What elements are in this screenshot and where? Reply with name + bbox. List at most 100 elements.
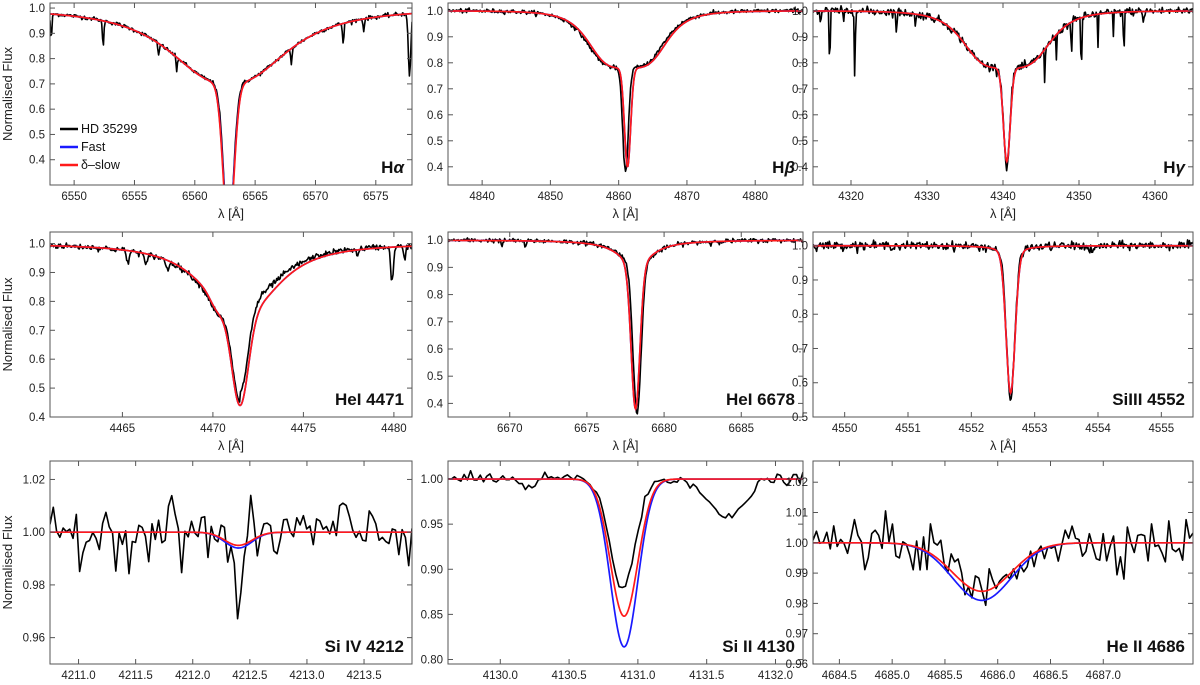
x-tick-label: 6550 bbox=[61, 191, 87, 203]
panel-label: Si II 4130 bbox=[722, 637, 795, 656]
y-tick-label: 0.4 bbox=[792, 162, 809, 174]
x-tick-label: 4840 bbox=[469, 191, 495, 203]
delta-slow-model-line bbox=[448, 239, 803, 411]
panel-frame bbox=[49, 460, 413, 665]
y-tick-label: 0.8 bbox=[792, 309, 808, 321]
y-tick-label: 0.5 bbox=[427, 371, 443, 383]
x-tick-label: 4340 bbox=[990, 191, 1016, 203]
x-tick-label: 4131.5 bbox=[689, 670, 724, 682]
x-tick-label: 4213.0 bbox=[289, 670, 324, 682]
x-axis-label: λ [Å] bbox=[990, 438, 1016, 453]
x-tick-label: 6685 bbox=[728, 423, 754, 435]
y-tick-label: 0.8 bbox=[29, 296, 45, 308]
y-tick-label: 1.0 bbox=[792, 241, 808, 253]
panel-label: Hβ bbox=[772, 158, 795, 177]
panel-frame bbox=[812, 460, 1194, 665]
x-tick-label: 6560 bbox=[182, 191, 208, 203]
x-tick-label: 4130.5 bbox=[551, 670, 586, 682]
y-tick-label: 0.7 bbox=[29, 79, 45, 91]
y-tick-label: 0.6 bbox=[792, 110, 808, 122]
observed-spectrum-line bbox=[50, 242, 412, 403]
x-tick-label: 4480 bbox=[381, 423, 407, 435]
delta-slow-model-line bbox=[50, 12, 412, 185]
x-tick-label: 4686.0 bbox=[980, 670, 1015, 682]
panel-label-greek: γ bbox=[1176, 158, 1187, 177]
legend: HD 35299 Fast δ–slow bbox=[60, 122, 137, 172]
panel-label-main: H bbox=[772, 158, 784, 177]
y-tick-label: 0.7 bbox=[427, 84, 443, 96]
panel-9: 4684.5 4685.0 4685.5 4686.0 4686.5 4687.0 0.96… bbox=[786, 460, 1194, 682]
delta-slow-model-line bbox=[813, 244, 1193, 396]
panel-2: 4840 4850 4860 4870 4880 0.4 0.5 0.6 0.7 0.8 0.9 1.… bbox=[427, 2, 804, 221]
fast-model-line bbox=[448, 478, 803, 648]
y-tick-label: 0.8 bbox=[427, 58, 443, 70]
y-tick-label: 0.5 bbox=[29, 383, 45, 395]
y-tick-label: 0.90 bbox=[421, 564, 443, 576]
panel-label-main: H bbox=[381, 158, 393, 177]
y-tick-label: 0.9 bbox=[792, 32, 808, 44]
delta-slow-model-line bbox=[50, 531, 412, 547]
observed-spectrum-line bbox=[448, 469, 803, 589]
x-tick-label: 4685.5 bbox=[927, 670, 962, 682]
x-tick-label: 4330 bbox=[914, 191, 940, 203]
panel-label-main: H bbox=[1163, 158, 1175, 177]
y-tick-label: 0.7 bbox=[427, 317, 443, 329]
panel-3: 4320 4330 4340 4350 4360 0.4 0.5 0.6 0.7 0.8 0.9 1.… bbox=[792, 2, 1194, 221]
y-axis-label: Normalised Flux bbox=[0, 515, 15, 609]
x-tick-label: 4320 bbox=[838, 191, 864, 203]
observed-spectrum-line bbox=[813, 510, 1193, 607]
delta-slow-model-line bbox=[448, 10, 803, 168]
x-tick-label: 6575 bbox=[363, 191, 389, 203]
x-tick-label: 6565 bbox=[242, 191, 268, 203]
panel-frame bbox=[49, 2, 413, 186]
panel-8: 4130.0 4130.5 4131.0 4131.5 4132.0 0.80 0.85 0.… bbox=[421, 460, 804, 682]
y-tick-label: 1.0 bbox=[29, 239, 45, 251]
y-tick-label: 0.8 bbox=[427, 290, 443, 302]
x-tick-label: 4553 bbox=[1022, 423, 1048, 435]
x-tick-label: 6680 bbox=[651, 423, 677, 435]
y-tick-label: 1.00 bbox=[421, 474, 443, 486]
y-tick-label: 0.9 bbox=[792, 275, 808, 287]
panel-4: 4465 4470 4475 4480 0.4 0.5 0.6 0.7 0.8 0.9 1.0 λ [… bbox=[0, 231, 413, 453]
panel-1: 6550 6555 6560 6565 6570 6575 0.4 0.5 0.6 0.7 0.8 0… bbox=[0, 2, 413, 221]
y-tick-label: 0.98 bbox=[786, 598, 808, 610]
x-tick-label: 4554 bbox=[1085, 423, 1111, 435]
y-tick-label: 1.01 bbox=[786, 508, 808, 520]
panel-frame bbox=[447, 2, 804, 186]
y-tick-label: 0.4 bbox=[427, 398, 444, 410]
panel-label: Hα bbox=[381, 158, 405, 177]
observed-spectrum-line bbox=[448, 237, 803, 415]
fast-model-line bbox=[813, 10, 1193, 164]
y-tick-label: 0.96 bbox=[786, 659, 808, 671]
delta-slow-model-line bbox=[50, 244, 412, 407]
panel-frame bbox=[812, 231, 1194, 418]
x-axis-label: λ [Å] bbox=[612, 206, 638, 221]
delta-slow-model-line bbox=[813, 541, 1193, 593]
panel-5: 6670 6675 6680 6685 0.4 0.5 0.6 0.7 0.8 0.9 1.0 λ [… bbox=[427, 231, 804, 453]
y-tick-label: 1.0 bbox=[427, 6, 443, 18]
legend-label: HD 35299 bbox=[81, 122, 137, 136]
y-tick-label: 0.9 bbox=[427, 262, 443, 274]
x-tick-label: 4555 bbox=[1149, 423, 1175, 435]
x-tick-label: 4685.0 bbox=[875, 670, 910, 682]
panel-label: SiIII 4552 bbox=[1112, 390, 1185, 409]
y-tick-label: 0.9 bbox=[29, 267, 45, 279]
x-tick-label: 4465 bbox=[110, 423, 136, 435]
fast-model-line bbox=[448, 239, 803, 411]
fast-model-line bbox=[813, 541, 1193, 602]
panel-label: Hγ bbox=[1163, 158, 1186, 177]
y-tick-label: 0.5 bbox=[792, 136, 808, 148]
x-tick-label: 4870 bbox=[674, 191, 700, 203]
y-tick-label: 1.02 bbox=[786, 477, 808, 489]
panel-frame bbox=[447, 460, 804, 665]
y-tick-label: 0.4 bbox=[427, 162, 444, 174]
y-tick-label: 0.97 bbox=[786, 629, 808, 641]
y-tick-label: 0.9 bbox=[29, 28, 45, 40]
x-tick-label: 6675 bbox=[574, 423, 600, 435]
x-axis-label: λ [Å] bbox=[218, 438, 244, 453]
fast-model-line bbox=[50, 12, 412, 185]
y-tick-label: 0.96 bbox=[23, 633, 45, 645]
panel-label-greek: α bbox=[393, 158, 405, 177]
x-tick-label: 4131.0 bbox=[620, 670, 655, 682]
